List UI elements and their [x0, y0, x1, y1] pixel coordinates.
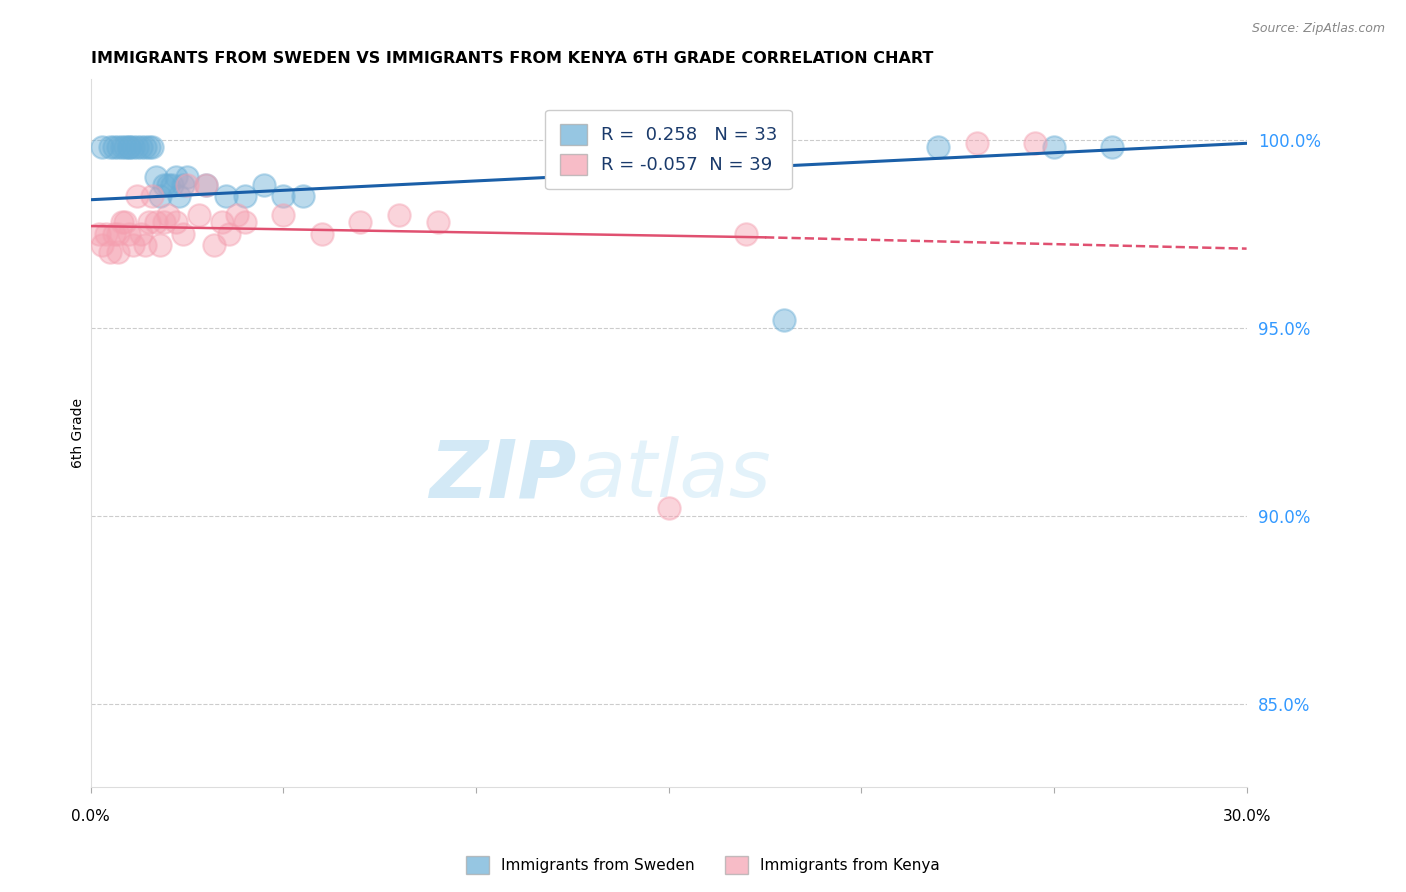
Point — [91, 238, 114, 252]
Point — [141, 140, 163, 154]
Point — [291, 189, 314, 203]
Point — [110, 215, 132, 229]
Point — [172, 227, 194, 241]
Point — [426, 215, 449, 229]
Point — [233, 189, 256, 203]
Point — [176, 178, 198, 192]
Point — [103, 140, 125, 154]
Point — [1043, 140, 1066, 154]
Point — [1024, 136, 1046, 151]
Point — [107, 227, 129, 241]
Point — [122, 140, 145, 154]
Text: 30.0%: 30.0% — [1222, 809, 1271, 824]
Point — [91, 140, 114, 154]
Point — [149, 189, 172, 203]
Point — [311, 227, 333, 241]
Text: IMMIGRANTS FROM SWEDEN VS IMMIGRANTS FROM KENYA 6TH GRADE CORRELATION CHART: IMMIGRANTS FROM SWEDEN VS IMMIGRANTS FRO… — [91, 51, 934, 66]
Point — [927, 140, 949, 154]
Point — [107, 245, 129, 260]
Point — [773, 313, 796, 327]
Point — [118, 227, 141, 241]
Point — [195, 178, 218, 192]
Point — [96, 227, 118, 241]
Point — [734, 227, 756, 241]
Point — [273, 189, 295, 203]
Legend: R =  0.258   N = 33, R = -0.057  N = 39: R = 0.258 N = 33, R = -0.057 N = 39 — [546, 110, 792, 189]
Point — [153, 215, 176, 229]
Point — [114, 215, 136, 229]
Point — [145, 170, 167, 185]
Point — [253, 178, 276, 192]
Point — [125, 189, 148, 203]
Text: atlas: atlas — [576, 436, 770, 515]
Point — [169, 189, 191, 203]
Point — [156, 208, 179, 222]
Legend: Immigrants from Sweden, Immigrants from Kenya: Immigrants from Sweden, Immigrants from … — [460, 850, 946, 880]
Point — [226, 208, 249, 222]
Point — [966, 136, 988, 151]
Point — [98, 245, 121, 260]
Point — [103, 227, 125, 241]
Point — [125, 140, 148, 154]
Point — [202, 238, 225, 252]
Point — [176, 170, 198, 185]
Point — [658, 501, 681, 516]
Point — [149, 238, 172, 252]
Point — [172, 178, 194, 192]
Point — [107, 140, 129, 154]
Point — [129, 140, 152, 154]
Point — [273, 208, 295, 222]
Point — [233, 215, 256, 229]
Point — [98, 140, 121, 154]
Point — [1101, 140, 1123, 154]
Point — [214, 189, 236, 203]
Point — [187, 208, 209, 222]
Y-axis label: 6th Grade: 6th Grade — [72, 398, 86, 468]
Point — [134, 238, 156, 252]
Text: Source: ZipAtlas.com: Source: ZipAtlas.com — [1251, 22, 1385, 36]
Point — [160, 178, 183, 192]
Point — [87, 227, 110, 241]
Text: ZIP: ZIP — [429, 436, 576, 515]
Point — [165, 215, 187, 229]
Point — [165, 170, 187, 185]
Point — [153, 178, 176, 192]
Point — [211, 215, 233, 229]
Point — [118, 140, 141, 154]
Point — [129, 227, 152, 241]
Point — [156, 178, 179, 192]
Point — [114, 140, 136, 154]
Point — [138, 140, 160, 154]
Point — [118, 140, 141, 154]
Point — [218, 227, 240, 241]
Point — [145, 215, 167, 229]
Point — [134, 140, 156, 154]
Point — [349, 215, 371, 229]
Point — [138, 215, 160, 229]
Point — [110, 140, 132, 154]
Text: 0.0%: 0.0% — [72, 809, 110, 824]
Point — [122, 238, 145, 252]
Point — [141, 189, 163, 203]
Point — [388, 208, 411, 222]
Point — [195, 178, 218, 192]
